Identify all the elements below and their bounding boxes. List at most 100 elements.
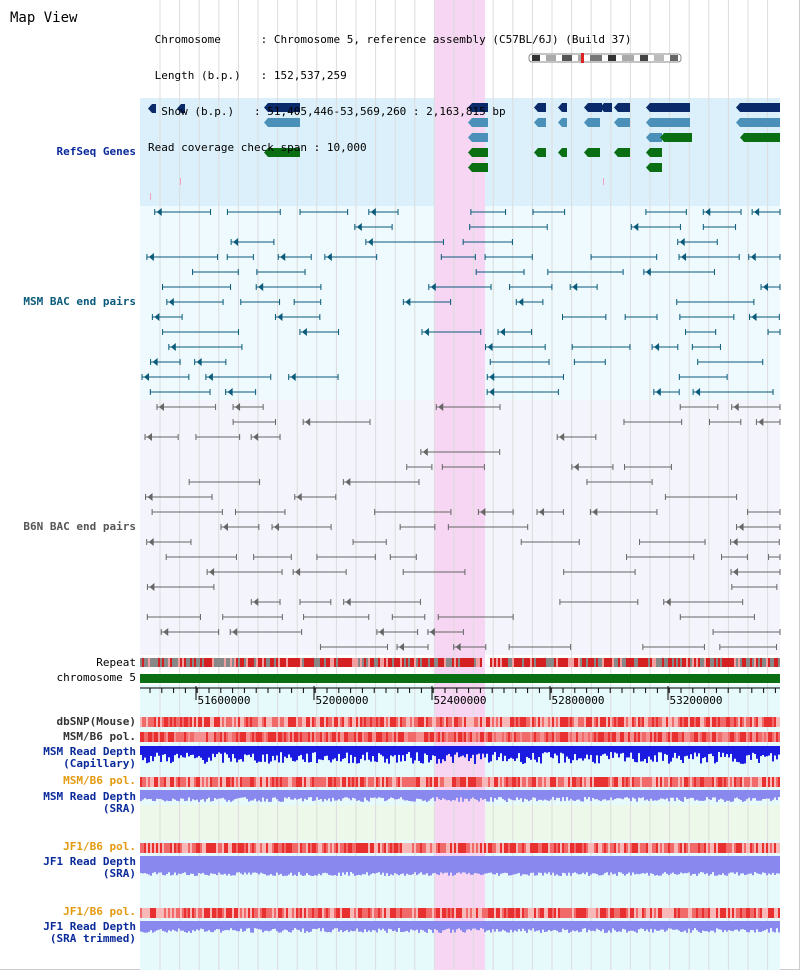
jf1-b6-pol-density-2 (460, 908, 462, 918)
jf1-b6-pol-density-2 (332, 908, 334, 918)
msm-b6-pol-density-1 (190, 732, 192, 742)
msm-b6-pol-density-1 (352, 732, 354, 742)
jf1-sra-depth-bar (218, 856, 220, 873)
msm-b6-pol-density-1 (640, 732, 642, 742)
jf1-trimmed-depth-bar (538, 921, 540, 931)
jf1-b6-pol-density-1 (342, 843, 344, 853)
track-label-msm-depth-capillary[interactable]: MSM Read Depth (43, 745, 136, 758)
msm-b6-pol-density-2 (690, 777, 692, 787)
ruler-tick-label: 51600000 (198, 694, 251, 707)
repeat-element (584, 658, 586, 667)
msm-capillary-depth-bar (448, 746, 450, 754)
msm-sra-depth-bar (526, 790, 528, 800)
jf1-b6-pol-density-2 (364, 908, 366, 918)
msm-b6-pol-density-2 (572, 777, 574, 787)
track-label-msm-b6-pol-1[interactable]: MSM/B6 pol. (63, 730, 136, 743)
msm-sra-depth-bar (224, 790, 226, 800)
dbsnp-density (206, 717, 208, 727)
msm-capillary-depth-bar (674, 746, 676, 753)
jf1-b6-pol-density-2 (654, 908, 656, 918)
jf1-trimmed-depth-bar (688, 921, 690, 929)
msm-b6-pol-density-2 (526, 777, 528, 787)
dbsnp-density (464, 717, 466, 727)
msm-sra-depth-bar (378, 790, 380, 798)
jf1-sra-depth-bar (704, 856, 706, 875)
msm-b6-pol-density-1 (398, 732, 400, 742)
msm-b6-pol-density-2 (570, 777, 572, 787)
msm-b6-pol-density-2 (656, 777, 658, 787)
track-label-b6n-bac-end-pairs[interactable]: B6N BAC end pairs (23, 520, 136, 533)
track-label-msm-bac-end-pairs[interactable]: MSM BAC end pairs (23, 295, 136, 308)
repeat-element (184, 658, 186, 667)
msm-b6-pol-density-2 (242, 777, 244, 787)
dbsnp-density (774, 717, 776, 727)
msm-b6-pol-density-2 (520, 777, 522, 787)
msm-bac-arrow (654, 343, 660, 351)
repeat-element (656, 658, 658, 667)
dbsnp-density (742, 717, 744, 727)
jf1-trimmed-depth-bar (216, 921, 218, 930)
track-label-jf1-depth-trimmed[interactable]: JF1 Read Depth (43, 920, 136, 933)
repeat-element (244, 658, 246, 667)
track-label-msm-b6-pol-2[interactable]: MSM/B6 pol. (63, 774, 136, 787)
jf1-b6-pol-density-1 (538, 843, 540, 853)
msm-b6-pol-density-2 (770, 777, 772, 787)
msm-capillary-depth-bar (168, 746, 170, 758)
refseq-gene-arrow (534, 118, 538, 127)
msm-sra-depth-bar (624, 790, 626, 798)
jf1-b6-pol-density-2 (432, 908, 434, 918)
msm-capillary-depth-bar (606, 746, 608, 756)
msm-b6-pol-density-2 (334, 777, 336, 787)
msm-b6-pol-density-1 (498, 732, 500, 742)
jf1-b6-pol-density-1 (536, 843, 538, 853)
repeat-element (664, 658, 666, 667)
msm-b6-pol-density-1 (492, 732, 494, 742)
repeat-element (686, 658, 688, 667)
repeat-element (178, 658, 180, 667)
jf1-trimmed-depth-bar (622, 921, 624, 929)
dbsnp-density (304, 717, 306, 727)
refseq-gene (538, 118, 546, 127)
repeat-element (670, 658, 672, 667)
jf1-b6-pol-density-2 (308, 908, 310, 918)
repeat-element (424, 658, 426, 667)
track-label-jf1-b6-pol-2[interactable]: JF1/B6 pol. (63, 905, 136, 918)
jf1-sra-depth-bar (676, 856, 678, 875)
msm-capillary-depth-bar (274, 746, 276, 761)
msm-b6-pol-density-2 (642, 777, 644, 787)
msm-b6-pol-density-2 (316, 777, 318, 787)
repeat-element (152, 658, 154, 667)
msm-b6-pol-density-2 (752, 777, 754, 787)
dbsnp-density (188, 717, 190, 727)
jf1-trimmed-depth-bar (410, 921, 412, 930)
msm-sra-depth-bar (522, 790, 524, 802)
jf1-sra-depth-bar (144, 856, 146, 874)
msm-capillary-depth-bar (644, 746, 646, 760)
track-label-jf1-b6-pol-1[interactable]: JF1/B6 pol. (63, 840, 136, 853)
track-label-refseq-genes[interactable]: RefSeq Genes (56, 145, 136, 158)
msm-sra-depth-bar (714, 790, 716, 798)
jf1-sra-depth-bar (606, 856, 608, 873)
msm-sra-depth-bar (604, 790, 606, 800)
jf1-trimmed-depth-bar (490, 921, 492, 933)
dbsnp-density (596, 717, 598, 727)
msm-b6-pol-density-2 (696, 777, 698, 787)
jf1-trimmed-depth-bar (612, 921, 614, 929)
jf1-b6-pol-density-2 (628, 908, 630, 918)
msm-sra-depth-bar (598, 790, 600, 801)
msm-capillary-depth-bar (248, 746, 250, 755)
jf1-b6-pol-density-1 (478, 843, 480, 853)
track-label-dbsnp[interactable]: dbSNP(Mouse) (56, 715, 136, 728)
track-label-jf1-depth-sra[interactable]: JF1 Read Depth (43, 855, 136, 868)
msm-sra-depth-bar (620, 790, 622, 799)
jf1-sra-depth-bar (456, 856, 458, 874)
dbsnp-density (656, 717, 658, 727)
jf1-sra-depth-bar (710, 856, 712, 875)
dbsnp-density (482, 717, 484, 727)
msm-sra-depth-bar (594, 790, 596, 800)
chromosome-ideogram[interactable] (528, 53, 684, 63)
jf1-b6-pol-density-1 (606, 843, 608, 853)
track-label-msm-depth-sra[interactable]: MSM Read Depth (43, 790, 136, 803)
jf1-b6-pol-density-1 (528, 843, 530, 853)
jf1-b6-pol-density-1 (592, 843, 594, 853)
